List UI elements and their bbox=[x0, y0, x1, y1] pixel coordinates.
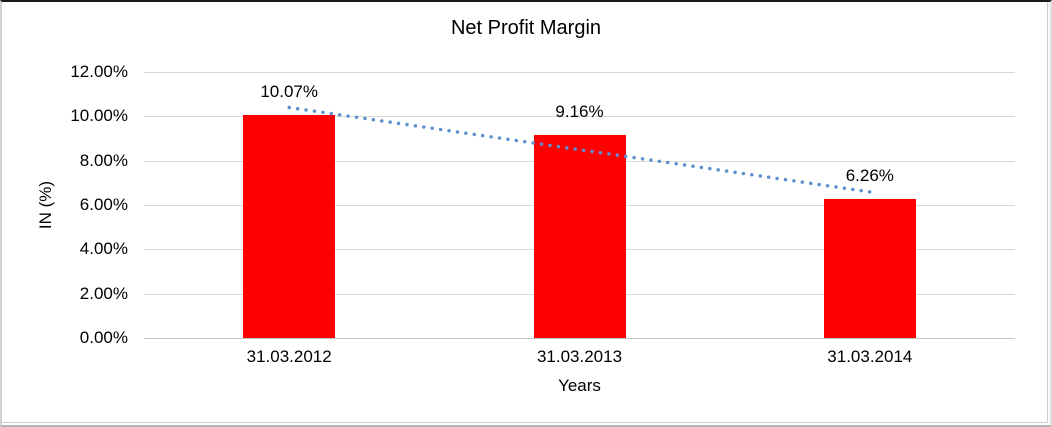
chart-title: Net Profit Margin bbox=[450, 17, 602, 39]
y-tick-label: 0.00% bbox=[79, 328, 128, 347]
gridline bbox=[144, 338, 1015, 339]
x-tick-label: 31.03.2012 bbox=[246, 347, 332, 366]
y-tick-label: 12.00% bbox=[70, 62, 128, 81]
y-tick-label: 8.00% bbox=[79, 150, 128, 170]
x-axis-title: Years bbox=[558, 376, 601, 395]
gridline bbox=[144, 72, 1015, 73]
bar-data-label: 9.16% bbox=[555, 101, 604, 121]
y-tick-label: 4.00% bbox=[79, 239, 128, 259]
bar-data-label: 10.07% bbox=[260, 81, 318, 101]
bar-data-label: 6.26% bbox=[845, 166, 894, 186]
y-tick-label: 10.00% bbox=[70, 106, 128, 126]
x-tick-label: 31.03.2013 bbox=[536, 347, 623, 366]
x-tick-label: 31.03.2014 bbox=[827, 347, 913, 366]
bar bbox=[823, 199, 916, 338]
bar bbox=[533, 134, 626, 338]
y-tick-label: 2.00% bbox=[79, 283, 128, 303]
bar bbox=[243, 114, 336, 338]
y-tick-label: 6.00% bbox=[79, 195, 128, 214]
